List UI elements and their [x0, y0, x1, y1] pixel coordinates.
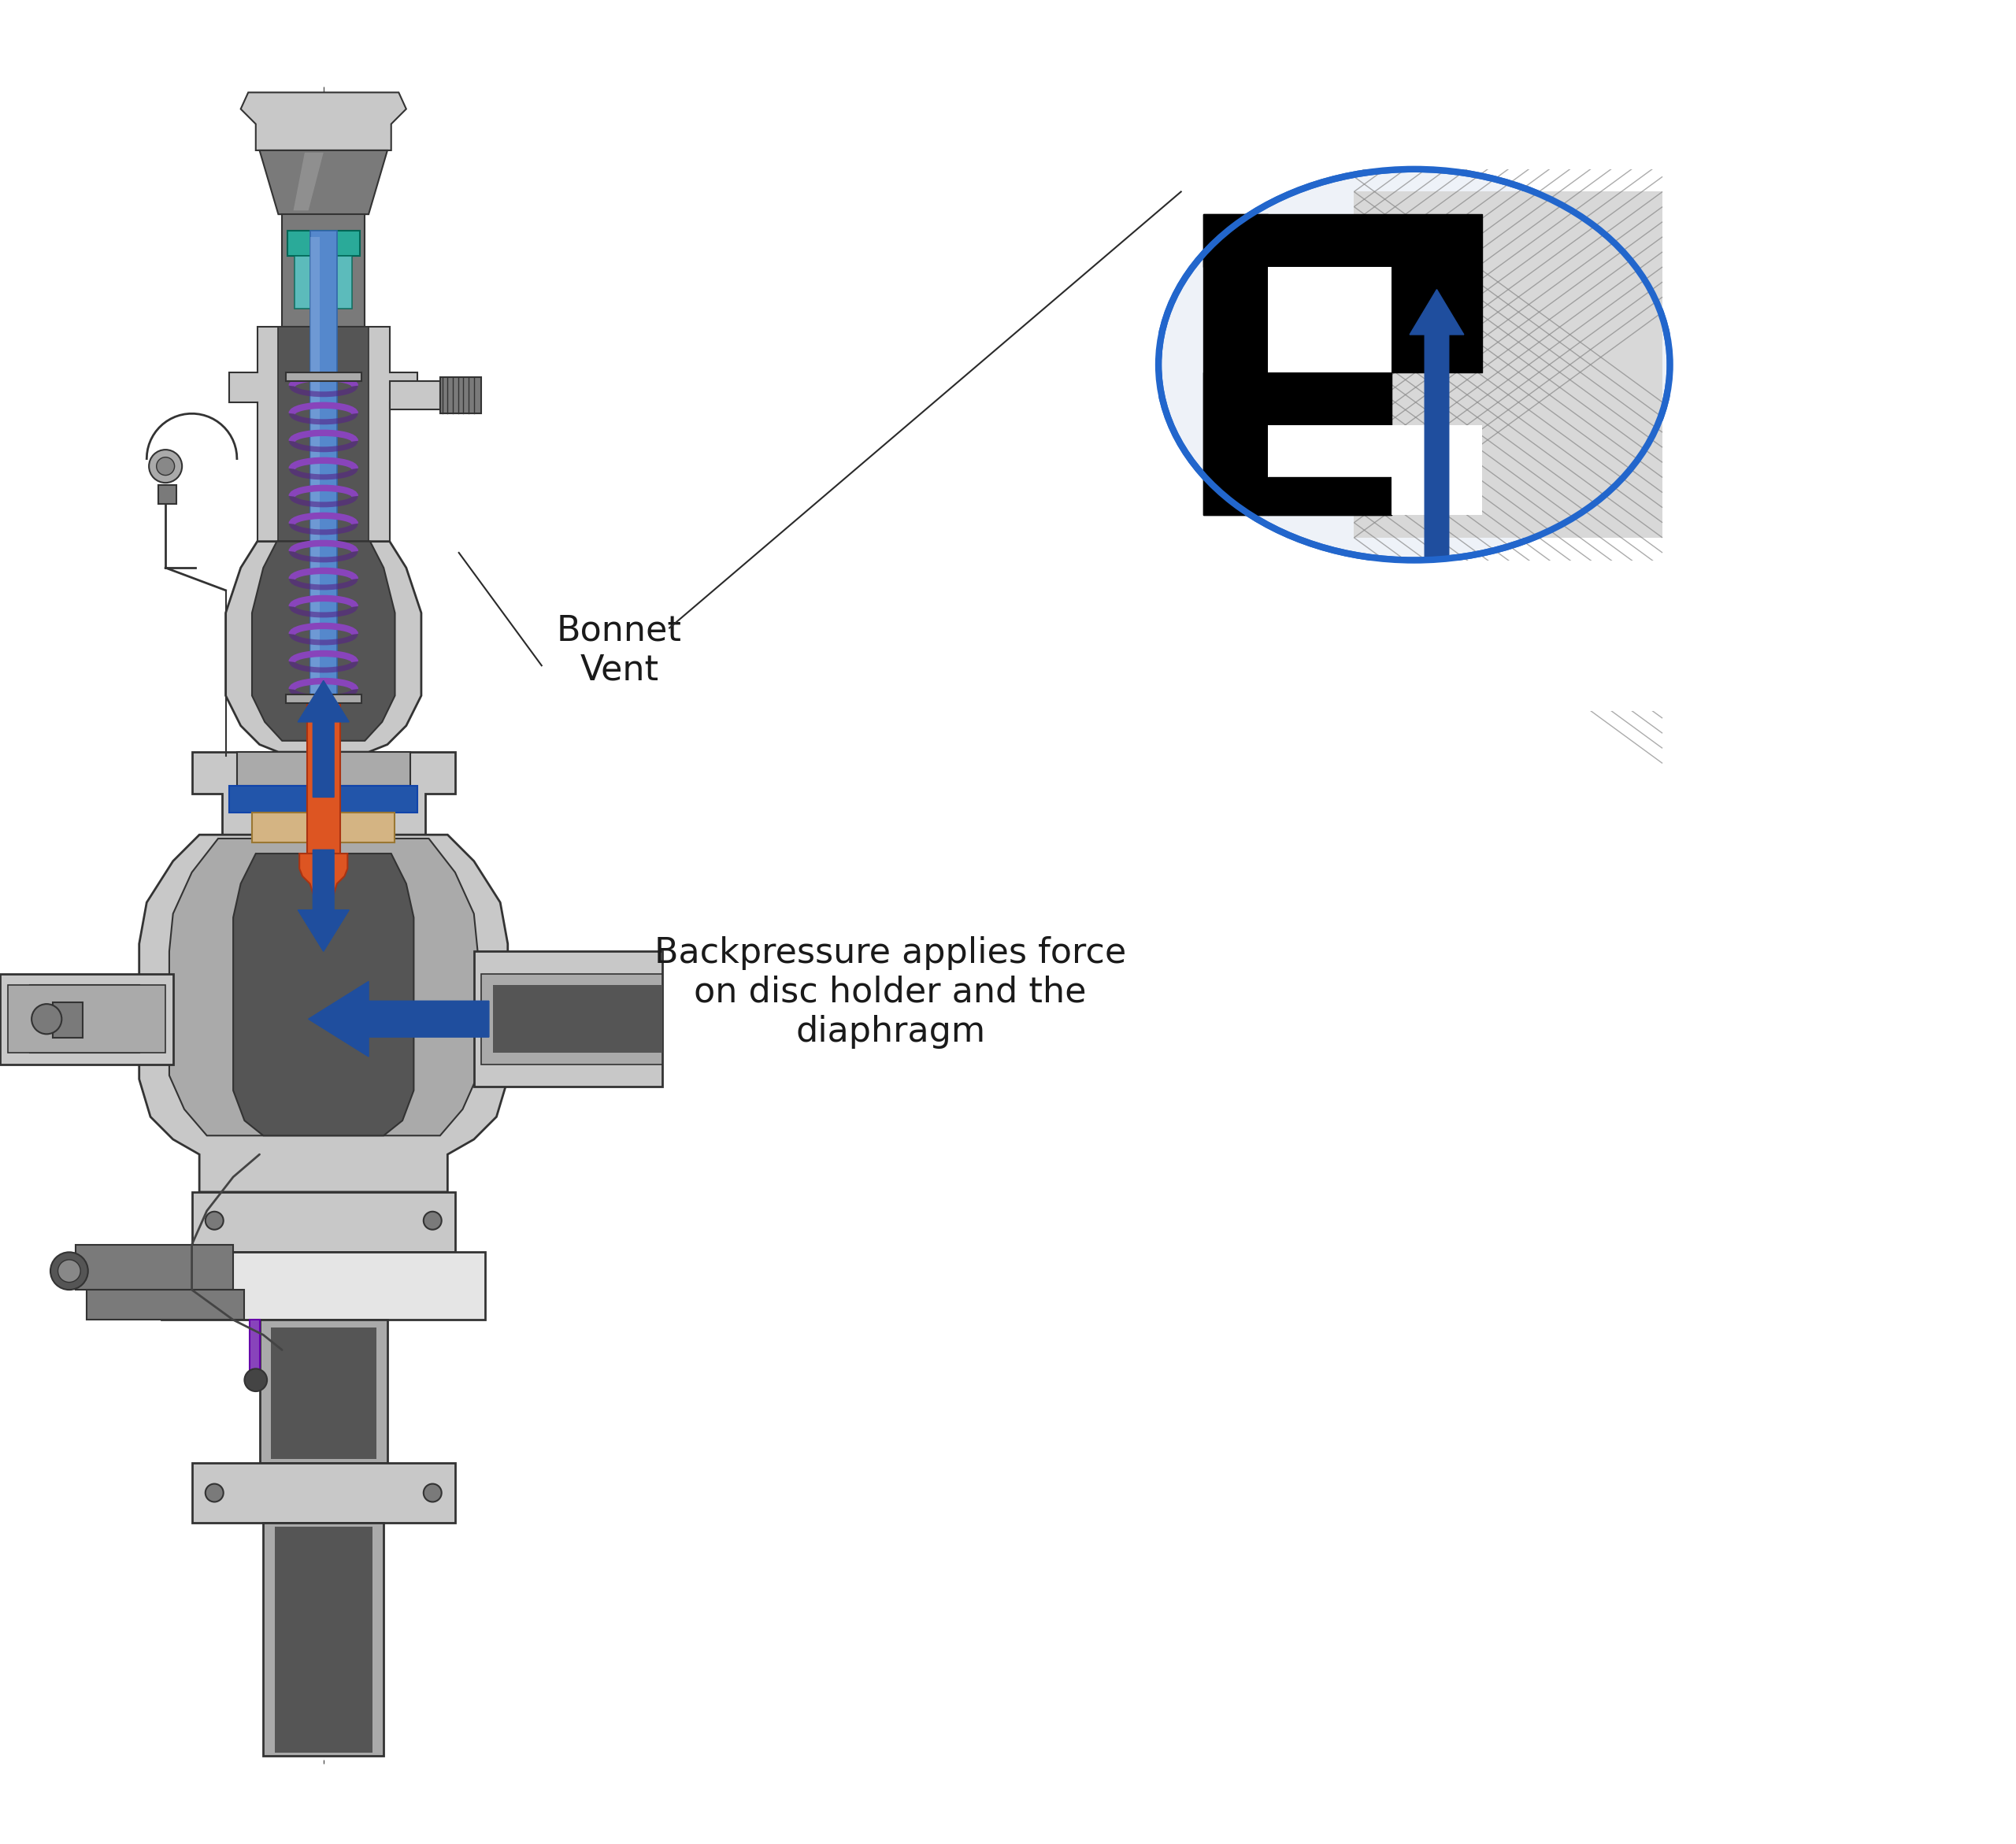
Polygon shape: [306, 695, 341, 854]
FancyArrow shape: [298, 850, 349, 952]
Polygon shape: [169, 839, 478, 1136]
Polygon shape: [1268, 478, 1391, 514]
Polygon shape: [1268, 424, 1391, 478]
Polygon shape: [278, 326, 369, 542]
Polygon shape: [1268, 478, 1391, 514]
Polygon shape: [192, 1191, 456, 1252]
Polygon shape: [192, 1462, 456, 1523]
Circle shape: [206, 1212, 224, 1230]
Polygon shape: [282, 214, 365, 326]
Polygon shape: [230, 786, 417, 811]
FancyArrow shape: [1409, 290, 1464, 561]
Polygon shape: [260, 151, 387, 214]
Polygon shape: [1391, 267, 1482, 372]
Polygon shape: [482, 974, 661, 1064]
Polygon shape: [75, 1245, 234, 1289]
Circle shape: [50, 1252, 89, 1289]
Polygon shape: [260, 1320, 387, 1462]
Polygon shape: [238, 752, 409, 786]
Polygon shape: [1204, 372, 1268, 514]
Polygon shape: [161, 1252, 486, 1320]
Polygon shape: [474, 952, 661, 1086]
Circle shape: [149, 450, 181, 483]
Circle shape: [423, 1212, 442, 1230]
Polygon shape: [294, 153, 323, 210]
Polygon shape: [389, 382, 439, 409]
Polygon shape: [139, 835, 508, 1191]
Polygon shape: [30, 985, 139, 1053]
Polygon shape: [157, 485, 177, 503]
Polygon shape: [252, 542, 395, 741]
Polygon shape: [1391, 424, 1482, 514]
Polygon shape: [280, 372, 367, 703]
Polygon shape: [226, 542, 421, 752]
Polygon shape: [1204, 214, 1482, 267]
Polygon shape: [87, 1289, 244, 1320]
Polygon shape: [252, 811, 395, 843]
Polygon shape: [1669, 131, 1820, 597]
Polygon shape: [1268, 372, 1391, 424]
FancyArrow shape: [298, 680, 349, 797]
Polygon shape: [1355, 192, 1663, 538]
Polygon shape: [1268, 267, 1391, 372]
Polygon shape: [439, 378, 482, 413]
Polygon shape: [310, 230, 337, 727]
Circle shape: [244, 1368, 266, 1392]
Polygon shape: [1008, 131, 1159, 597]
Polygon shape: [310, 236, 321, 717]
Polygon shape: [264, 1523, 383, 1755]
Polygon shape: [1008, 561, 1820, 710]
Polygon shape: [294, 256, 353, 308]
Polygon shape: [300, 854, 347, 918]
Circle shape: [423, 1484, 442, 1501]
Polygon shape: [1204, 214, 1268, 514]
Polygon shape: [234, 854, 413, 1136]
Polygon shape: [250, 1320, 260, 1372]
Polygon shape: [240, 92, 405, 151]
Polygon shape: [274, 1527, 373, 1752]
Circle shape: [58, 1259, 81, 1282]
Polygon shape: [286, 693, 361, 703]
FancyArrow shape: [308, 981, 490, 1057]
Polygon shape: [1008, 18, 1820, 170]
Polygon shape: [492, 985, 661, 1053]
Ellipse shape: [1159, 170, 1669, 561]
Polygon shape: [0, 974, 173, 1064]
Text: Backpressure applies force
on disc holder and the
diaphragm: Backpressure applies force on disc holde…: [655, 937, 1127, 1049]
Polygon shape: [230, 326, 417, 542]
Polygon shape: [270, 1328, 377, 1459]
Text: Bonnet
Vent: Bonnet Vent: [556, 614, 681, 688]
Text: Diaphragm balancing
surface area: Diaphragm balancing surface area: [1248, 605, 1625, 679]
Polygon shape: [52, 1003, 83, 1038]
Circle shape: [157, 457, 175, 476]
Polygon shape: [286, 372, 361, 382]
Polygon shape: [288, 230, 359, 256]
Polygon shape: [8, 985, 165, 1053]
Circle shape: [206, 1484, 224, 1501]
Circle shape: [32, 1003, 62, 1034]
Polygon shape: [192, 752, 456, 835]
Polygon shape: [1268, 424, 1482, 514]
